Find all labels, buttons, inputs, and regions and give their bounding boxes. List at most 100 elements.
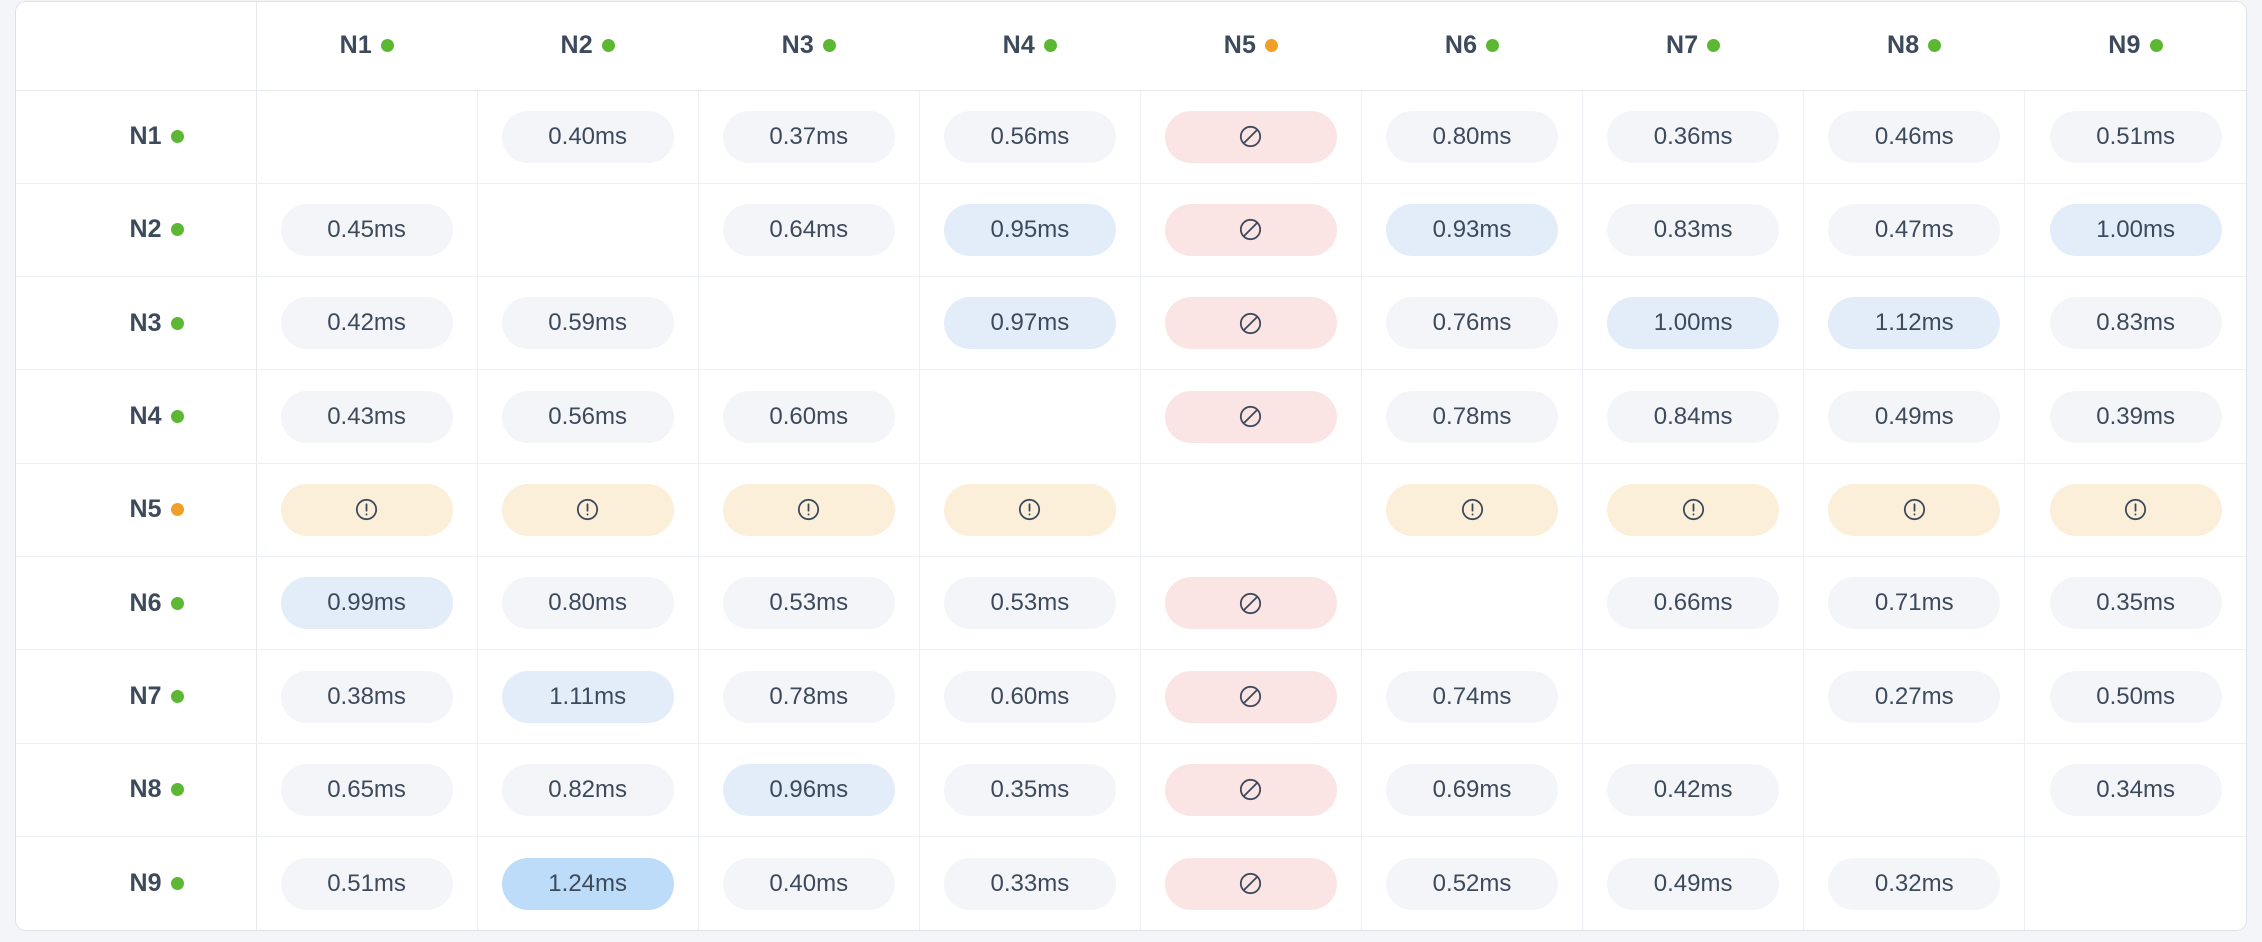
row-header-n6[interactable]: N6 xyxy=(16,556,257,651)
row-header-n9[interactable]: N9 xyxy=(16,836,257,930)
latency-cell-n7-n5[interactable] xyxy=(1140,649,1362,744)
latency-cell-n9-n4[interactable]: 0.33ms xyxy=(919,836,1141,930)
latency-value-pill: 0.56ms xyxy=(501,390,674,443)
latency-cell-n2-n4[interactable]: 0.95ms xyxy=(919,183,1141,278)
latency-cell-n5-n2[interactable] xyxy=(477,463,699,558)
latency-cell-n9-n8[interactable]: 0.32ms xyxy=(1803,836,2026,930)
latency-cell-n6-n1[interactable]: 0.99ms xyxy=(256,556,478,651)
latency-cell-n9-n1[interactable]: 0.51ms xyxy=(256,836,478,930)
latency-cell-n3-n1[interactable]: 0.42ms xyxy=(256,276,478,371)
latency-cell-n4-n1[interactable]: 0.43ms xyxy=(256,369,478,464)
latency-cell-n5-n1[interactable] xyxy=(256,463,478,558)
latency-cell-n5-n7[interactable] xyxy=(1582,463,1805,558)
latency-cell-n8-n1[interactable]: 0.65ms xyxy=(256,743,478,838)
latency-cell-n3-n2[interactable]: 0.59ms xyxy=(477,276,699,371)
latency-cell-n2-n8[interactable]: 0.47ms xyxy=(1803,183,2026,278)
latency-cell-n4-n5[interactable] xyxy=(1140,369,1362,464)
latency-cell-n3-n4[interactable]: 0.97ms xyxy=(919,276,1141,371)
latency-cell-n8-n2[interactable]: 0.82ms xyxy=(477,743,699,838)
column-header-n5[interactable]: N5 xyxy=(1140,2,1362,91)
latency-cell-n8-n5[interactable] xyxy=(1140,743,1362,838)
latency-cell-n7-n3[interactable]: 0.78ms xyxy=(698,649,920,744)
latency-cell-n9-n3[interactable]: 0.40ms xyxy=(698,836,920,930)
latency-cell-n2-n7[interactable]: 0.83ms xyxy=(1582,183,1805,278)
latency-value-pill: 0.60ms xyxy=(722,390,895,443)
latency-cell-n2-n2 xyxy=(477,183,699,278)
latency-cell-n5-n4[interactable] xyxy=(919,463,1141,558)
latency-cell-n1-n2[interactable]: 0.40ms xyxy=(477,90,699,184)
column-header-n9[interactable]: N9 xyxy=(2024,2,2246,91)
latency-cell-n9-n2[interactable]: 1.24ms xyxy=(477,836,699,930)
row-header-n1[interactable]: N1 xyxy=(16,90,257,184)
latency-cell-n8-n3[interactable]: 0.96ms xyxy=(698,743,920,838)
latency-cell-n6-n4[interactable]: 0.53ms xyxy=(919,556,1141,651)
latency-cell-n7-n2[interactable]: 1.11ms xyxy=(477,649,699,744)
latency-cell-n2-n9[interactable]: 1.00ms xyxy=(2024,183,2246,278)
latency-value-pill: 0.56ms xyxy=(943,110,1116,163)
column-header-n6[interactable]: N6 xyxy=(1361,2,1583,91)
latency-cell-n5-n8[interactable] xyxy=(1803,463,2026,558)
column-header-n7[interactable]: N7 xyxy=(1582,2,1804,91)
latency-cell-n2-n6[interactable]: 0.93ms xyxy=(1361,183,1584,278)
latency-cell-n2-n5[interactable] xyxy=(1140,183,1362,278)
latency-cell-n7-n9[interactable]: 0.50ms xyxy=(2024,649,2246,744)
latency-cell-n6-n5[interactable] xyxy=(1140,556,1362,651)
latency-cell-n3-n9[interactable]: 0.83ms xyxy=(2024,276,2246,371)
latency-cell-n1-n5[interactable] xyxy=(1140,90,1362,184)
latency-cell-n7-n8[interactable]: 0.27ms xyxy=(1803,649,2026,744)
latency-cell-n6-n7[interactable]: 0.66ms xyxy=(1582,556,1805,651)
column-header-n1[interactable]: N1 xyxy=(256,2,478,91)
latency-cell-n1-n7[interactable]: 0.36ms xyxy=(1582,90,1805,184)
latency-cell-n4-n7[interactable]: 0.84ms xyxy=(1582,369,1805,464)
latency-cell-n1-n4[interactable]: 0.56ms xyxy=(919,90,1141,184)
latency-cell-n9-n7[interactable]: 0.49ms xyxy=(1582,836,1805,930)
row-header-n4[interactable]: N4 xyxy=(16,369,257,464)
latency-cell-n1-n8[interactable]: 0.46ms xyxy=(1803,90,2026,184)
latency-cell-n4-n8[interactable]: 0.49ms xyxy=(1803,369,2026,464)
latency-cell-n1-n3[interactable]: 0.37ms xyxy=(698,90,920,184)
blocked-pill xyxy=(1164,203,1337,256)
latency-cell-n5-n3[interactable] xyxy=(698,463,920,558)
latency-cell-n3-n5[interactable] xyxy=(1140,276,1362,371)
latency-cell-n3-n6[interactable]: 0.76ms xyxy=(1361,276,1584,371)
latency-cell-n4-n6[interactable]: 0.78ms xyxy=(1361,369,1584,464)
latency-cell-n8-n4[interactable]: 0.35ms xyxy=(919,743,1141,838)
latency-cell-n9-n6[interactable]: 0.52ms xyxy=(1361,836,1584,930)
latency-cell-n7-n1[interactable]: 0.38ms xyxy=(256,649,478,744)
latency-cell-n2-n1[interactable]: 0.45ms xyxy=(256,183,478,278)
latency-cell-n7-n4[interactable]: 0.60ms xyxy=(919,649,1141,744)
latency-cell-n5-n6[interactable] xyxy=(1361,463,1584,558)
column-header-n4[interactable]: N4 xyxy=(919,2,1141,91)
column-header-n2[interactable]: N2 xyxy=(477,2,699,91)
row-header-n2[interactable]: N2 xyxy=(16,183,257,278)
row-header-n8[interactable]: N8 xyxy=(16,743,257,838)
latency-cell-n2-n3[interactable]: 0.64ms xyxy=(698,183,920,278)
latency-cell-n7-n6[interactable]: 0.74ms xyxy=(1361,649,1584,744)
matrix-body: N1 0.40ms 0.37ms 0.56ms 0.80ms 0.36ms 0.46ms 0.… xyxy=(16,90,2246,930)
latency-cell-n3-n8[interactable]: 1.12ms xyxy=(1803,276,2026,371)
latency-cell-n9-n5[interactable] xyxy=(1140,836,1362,930)
latency-cell-n6-n9[interactable]: 0.35ms xyxy=(2024,556,2246,651)
latency-cell-n4-n9[interactable]: 0.39ms xyxy=(2024,369,2246,464)
latency-cell-n8-n6[interactable]: 0.69ms xyxy=(1361,743,1584,838)
status-dot-up xyxy=(170,130,184,144)
row-header-n5[interactable]: N5 xyxy=(16,463,257,558)
latency-cell-n6-n3[interactable]: 0.53ms xyxy=(698,556,920,651)
latency-cell-n5-n9[interactable] xyxy=(2024,463,2246,558)
column-header-n8[interactable]: N8 xyxy=(1803,2,2025,91)
latency-cell-n4-n2[interactable]: 0.56ms xyxy=(477,369,699,464)
row-header-n7[interactable]: N7 xyxy=(16,649,257,744)
latency-cell-n4-n3[interactable]: 0.60ms xyxy=(698,369,920,464)
latency-value-pill: 0.39ms xyxy=(2049,390,2222,443)
latency-cell-n6-n2[interactable]: 0.80ms xyxy=(477,556,699,651)
row-header-label: N2 xyxy=(129,215,162,244)
row-header-n3[interactable]: N3 xyxy=(16,276,257,371)
latency-cell-n1-n9[interactable]: 0.51ms xyxy=(2024,90,2246,184)
latency-cell-n8-n7[interactable]: 0.42ms xyxy=(1582,743,1805,838)
latency-cell-n8-n9[interactable]: 0.34ms xyxy=(2024,743,2246,838)
column-header-label: N3 xyxy=(781,31,814,60)
latency-cell-n1-n6[interactable]: 0.80ms xyxy=(1361,90,1584,184)
latency-cell-n6-n8[interactable]: 0.71ms xyxy=(1803,556,2026,651)
latency-cell-n3-n7[interactable]: 1.00ms xyxy=(1582,276,1805,371)
column-header-n3[interactable]: N3 xyxy=(698,2,920,91)
